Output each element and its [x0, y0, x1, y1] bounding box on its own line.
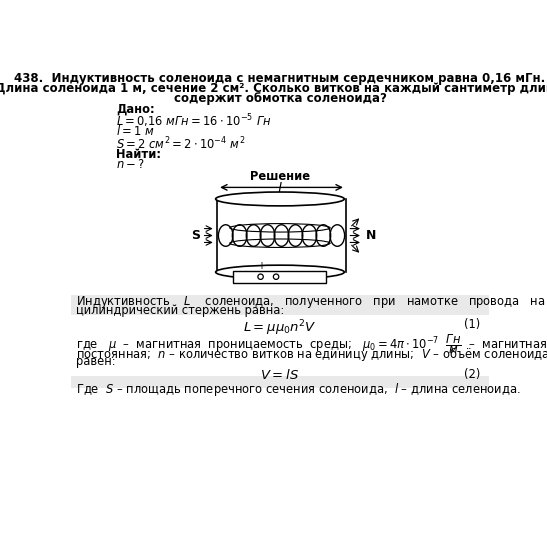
Text: Дано:: Дано: [117, 103, 155, 116]
Text: где   $\mu$  –  магнитная  проницаемость  среды;   $\mu_0 = 4\pi \cdot 10^{-7}$ : где $\mu$ – магнитная проницаемость сред… [76, 332, 547, 356]
Text: $n - ?$: $n - ?$ [117, 158, 145, 171]
Text: равен:: равен: [76, 355, 116, 368]
Text: (2): (2) [464, 368, 481, 380]
Text: цилиндрический стержень равна:: цилиндрический стержень равна: [76, 304, 284, 317]
Text: Индуктивность    $L$    соленоида,   полученного   при   намотке   провода   на: Индуктивность $L$ соленоида, полученного… [76, 294, 545, 310]
Text: $S = 2\ \mathit{см}^2 = 2 \cdot 10^{-4}\ \mathit{м}^2$: $S = 2\ \mathit{см}^2 = 2 \cdot 10^{-4}\… [117, 136, 246, 152]
Text: содержит обмотка соленоида?: содержит обмотка соленоида? [173, 92, 386, 105]
Text: $l = 1\ \mathit{м}$: $l = 1\ \mathit{м}$ [117, 124, 155, 138]
Text: $L = 0{,}16\ \mathit{мГн} = 16 \cdot 10^{-5}\ \mathit{Гн}$: $L = 0{,}16\ \mathit{мГн} = 16 \cdot 10^… [117, 113, 272, 131]
Text: Длина соленоида 1 м, сечение 2 см². Сколько витков на каждый сантиметр длины: Длина соленоида 1 м, сечение 2 см². Скол… [0, 82, 547, 95]
Text: N: N [365, 229, 376, 242]
Ellipse shape [216, 265, 344, 279]
Text: Где  $S$ – площадь поперечного сечения соленоида,  $l$ – длина селеноида.: Где $S$ – площадь поперечного сечения со… [76, 381, 521, 398]
Text: $V = lS$: $V = lS$ [260, 368, 299, 381]
Text: (1): (1) [464, 318, 481, 331]
Bar [234, 271, 327, 283]
Ellipse shape [216, 192, 344, 206]
Text: постоянная;  $n$ – количество витков на единицу длины;  $V$ – объём соленоида, к: постоянная; $n$ – количество витков на е… [76, 345, 547, 363]
Text: −: − [271, 261, 281, 271]
Text: Найти:: Найти: [117, 148, 161, 161]
Text: Решение: Решение [250, 171, 310, 184]
Bar [72, 376, 489, 387]
Text: $L = \mu\mu_0 n^2 V$: $L = \mu\mu_0 n^2 V$ [243, 318, 317, 338]
Text: +: + [257, 261, 265, 271]
Text: S: S [191, 229, 200, 242]
Text: 438.  Индуктивность соленоида с немагнитным сердечником равна 0,16 мГн.: 438. Индуктивность соленоида с немагнитн… [14, 72, 545, 85]
Text: $l$: $l$ [277, 181, 283, 196]
Bar [72, 295, 489, 315]
